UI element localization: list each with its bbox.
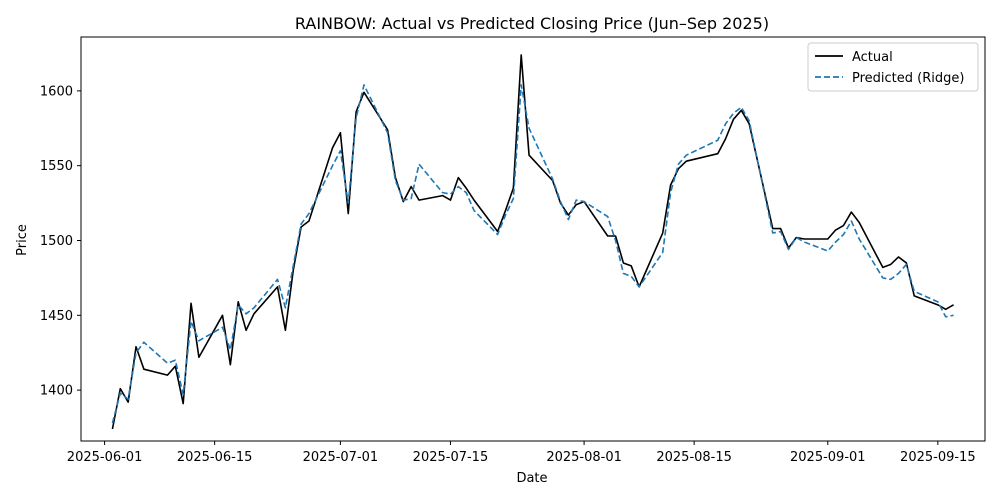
- legend: Actual Predicted (Ridge): [807, 42, 979, 92]
- y-axis: 1400 1450 1500 1550 1600: [40, 84, 81, 399]
- y-tick-label: 1600: [40, 84, 73, 99]
- y-tick-label: 1550: [40, 159, 73, 174]
- x-tick-label: 2025-07-15: [413, 450, 489, 465]
- x-tick-label: 2025-08-15: [656, 450, 732, 465]
- legend-box: [807, 42, 979, 92]
- x-tick-label: 2025-06-15: [177, 450, 253, 465]
- x-tick-label: 2025-07-01: [303, 450, 379, 465]
- series-line-predicted: [111, 84, 954, 424]
- y-tick-label: 1400: [40, 384, 73, 399]
- x-tick-label: 2025-08-01: [546, 450, 622, 465]
- x-axis-label: Date: [516, 471, 547, 486]
- x-tick-label: 2025-09-15: [900, 450, 976, 465]
- x-tick-label: 2025-09-01: [790, 450, 866, 465]
- y-tick-label: 1450: [40, 309, 73, 324]
- legend-label-actual: Actual: [852, 50, 893, 65]
- legend-label-predicted: Predicted (Ridge): [852, 71, 964, 86]
- x-tick-label: 2025-06-01: [67, 450, 143, 465]
- series-layer: [111, 54, 954, 430]
- y-tick-label: 1500: [40, 234, 73, 249]
- y-axis-label: Price: [15, 224, 30, 256]
- x-axis: 2025-06-01 2025-06-15 2025-07-01 2025-07-15…: [67, 441, 976, 465]
- plot-frame: [80, 36, 986, 442]
- series-line-actual: [111, 54, 954, 430]
- chart-title: RAINBOW: Actual vs Predicted Closing Pri…: [295, 14, 769, 33]
